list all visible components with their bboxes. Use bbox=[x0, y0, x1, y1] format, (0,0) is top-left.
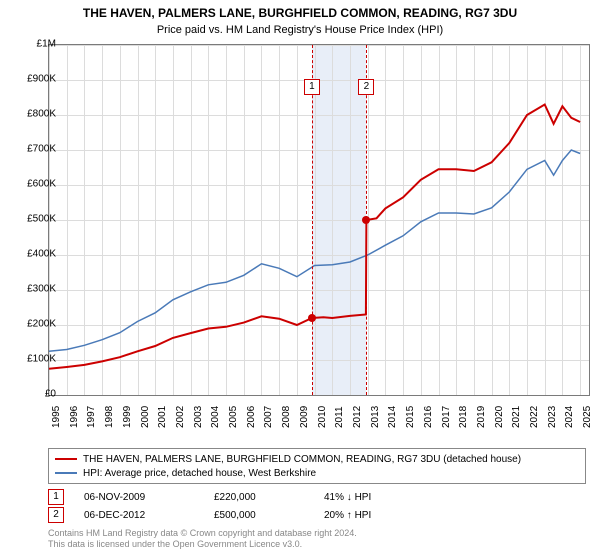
x-axis-label: 2013 bbox=[370, 406, 381, 428]
x-axis-label: 2005 bbox=[228, 406, 239, 428]
legend-swatch bbox=[55, 472, 77, 474]
y-axis-label: £700K bbox=[27, 144, 56, 155]
footer-attribution: Contains HM Land Registry data © Crown c… bbox=[48, 528, 357, 551]
x-axis-label: 1995 bbox=[51, 406, 62, 428]
x-axis-label: 2006 bbox=[246, 406, 257, 428]
x-axis-label: 2019 bbox=[476, 406, 487, 428]
y-axis-label: £800K bbox=[27, 109, 56, 120]
event-label: 2 bbox=[358, 79, 374, 95]
x-axis-label: 2023 bbox=[547, 406, 558, 428]
legend-label: THE HAVEN, PALMERS LANE, BURGHFIELD COMM… bbox=[83, 454, 521, 465]
line-layer bbox=[49, 45, 589, 395]
footer-line: This data is licensed under the Open Gov… bbox=[48, 539, 357, 550]
legend-item: THE HAVEN, PALMERS LANE, BURGHFIELD COMM… bbox=[55, 452, 579, 466]
y-axis-label: £600K bbox=[27, 179, 56, 190]
legend-swatch bbox=[55, 458, 77, 460]
x-axis-label: 2008 bbox=[281, 406, 292, 428]
x-axis-label: 2024 bbox=[564, 406, 575, 428]
sale-date: 06-NOV-2009 bbox=[84, 492, 214, 503]
plot-area: 12 bbox=[48, 44, 590, 396]
chart-title: THE HAVEN, PALMERS LANE, BURGHFIELD COMM… bbox=[0, 0, 600, 22]
x-axis-label: 2010 bbox=[317, 406, 328, 428]
x-axis-label: 2003 bbox=[193, 406, 204, 428]
x-axis-label: 2004 bbox=[210, 406, 221, 428]
y-axis-label: £400K bbox=[27, 249, 56, 260]
table-row: 2 06-DEC-2012 £500,000 20% ↑ HPI bbox=[48, 506, 434, 524]
x-axis-label: 2014 bbox=[387, 406, 398, 428]
x-axis-label: 2022 bbox=[529, 406, 540, 428]
series-line bbox=[49, 150, 580, 351]
y-axis-label: £100K bbox=[27, 354, 56, 365]
sale-change: 20% ↑ HPI bbox=[324, 510, 434, 521]
sale-change: 41% ↓ HPI bbox=[324, 492, 434, 503]
x-axis-label: 2025 bbox=[582, 406, 593, 428]
legend-item: HPI: Average price, detached house, West… bbox=[55, 466, 579, 480]
x-axis-label: 2018 bbox=[458, 406, 469, 428]
event-marker bbox=[308, 314, 316, 322]
table-row: 1 06-NOV-2009 £220,000 41% ↓ HPI bbox=[48, 488, 434, 506]
sale-marker-box: 2 bbox=[48, 507, 64, 523]
x-axis-label: 2015 bbox=[405, 406, 416, 428]
x-axis-label: 2017 bbox=[441, 406, 452, 428]
event-marker bbox=[362, 216, 370, 224]
x-axis-label: 2012 bbox=[352, 406, 363, 428]
x-axis-label: 2021 bbox=[511, 406, 522, 428]
y-axis-label: £500K bbox=[27, 214, 56, 225]
x-axis-label: 2001 bbox=[157, 406, 168, 428]
x-axis-label: 2020 bbox=[494, 406, 505, 428]
x-axis-label: 1998 bbox=[104, 406, 115, 428]
y-axis-label: £300K bbox=[27, 284, 56, 295]
event-label: 1 bbox=[304, 79, 320, 95]
legend: THE HAVEN, PALMERS LANE, BURGHFIELD COMM… bbox=[48, 448, 586, 484]
sale-price: £220,000 bbox=[214, 492, 324, 503]
sale-price: £500,000 bbox=[214, 510, 324, 521]
y-axis-label: £200K bbox=[27, 319, 56, 330]
x-axis-label: 2000 bbox=[140, 406, 151, 428]
x-axis-label: 1996 bbox=[69, 406, 80, 428]
footer-line: Contains HM Land Registry data © Crown c… bbox=[48, 528, 357, 539]
y-axis-label: £1M bbox=[37, 39, 56, 50]
chart-container: THE HAVEN, PALMERS LANE, BURGHFIELD COMM… bbox=[0, 0, 600, 560]
x-axis-label: 2016 bbox=[423, 406, 434, 428]
x-axis-label: 1997 bbox=[86, 406, 97, 428]
x-axis-label: 2009 bbox=[299, 406, 310, 428]
sale-marker-box: 1 bbox=[48, 489, 64, 505]
x-axis-label: 1999 bbox=[122, 406, 133, 428]
legend-label: HPI: Average price, detached house, West… bbox=[83, 468, 316, 479]
y-axis-label: £900K bbox=[27, 74, 56, 85]
x-axis-label: 2007 bbox=[263, 406, 274, 428]
x-axis-label: 2011 bbox=[334, 406, 345, 428]
event-line bbox=[312, 45, 313, 395]
y-axis-label: £0 bbox=[45, 389, 56, 400]
series-line bbox=[49, 105, 580, 369]
chart-subtitle: Price paid vs. HM Land Registry's House … bbox=[0, 22, 600, 36]
x-axis-label: 2002 bbox=[175, 406, 186, 428]
sales-table: 1 06-NOV-2009 £220,000 41% ↓ HPI 2 06-DE… bbox=[48, 488, 434, 524]
sale-date: 06-DEC-2012 bbox=[84, 510, 214, 521]
